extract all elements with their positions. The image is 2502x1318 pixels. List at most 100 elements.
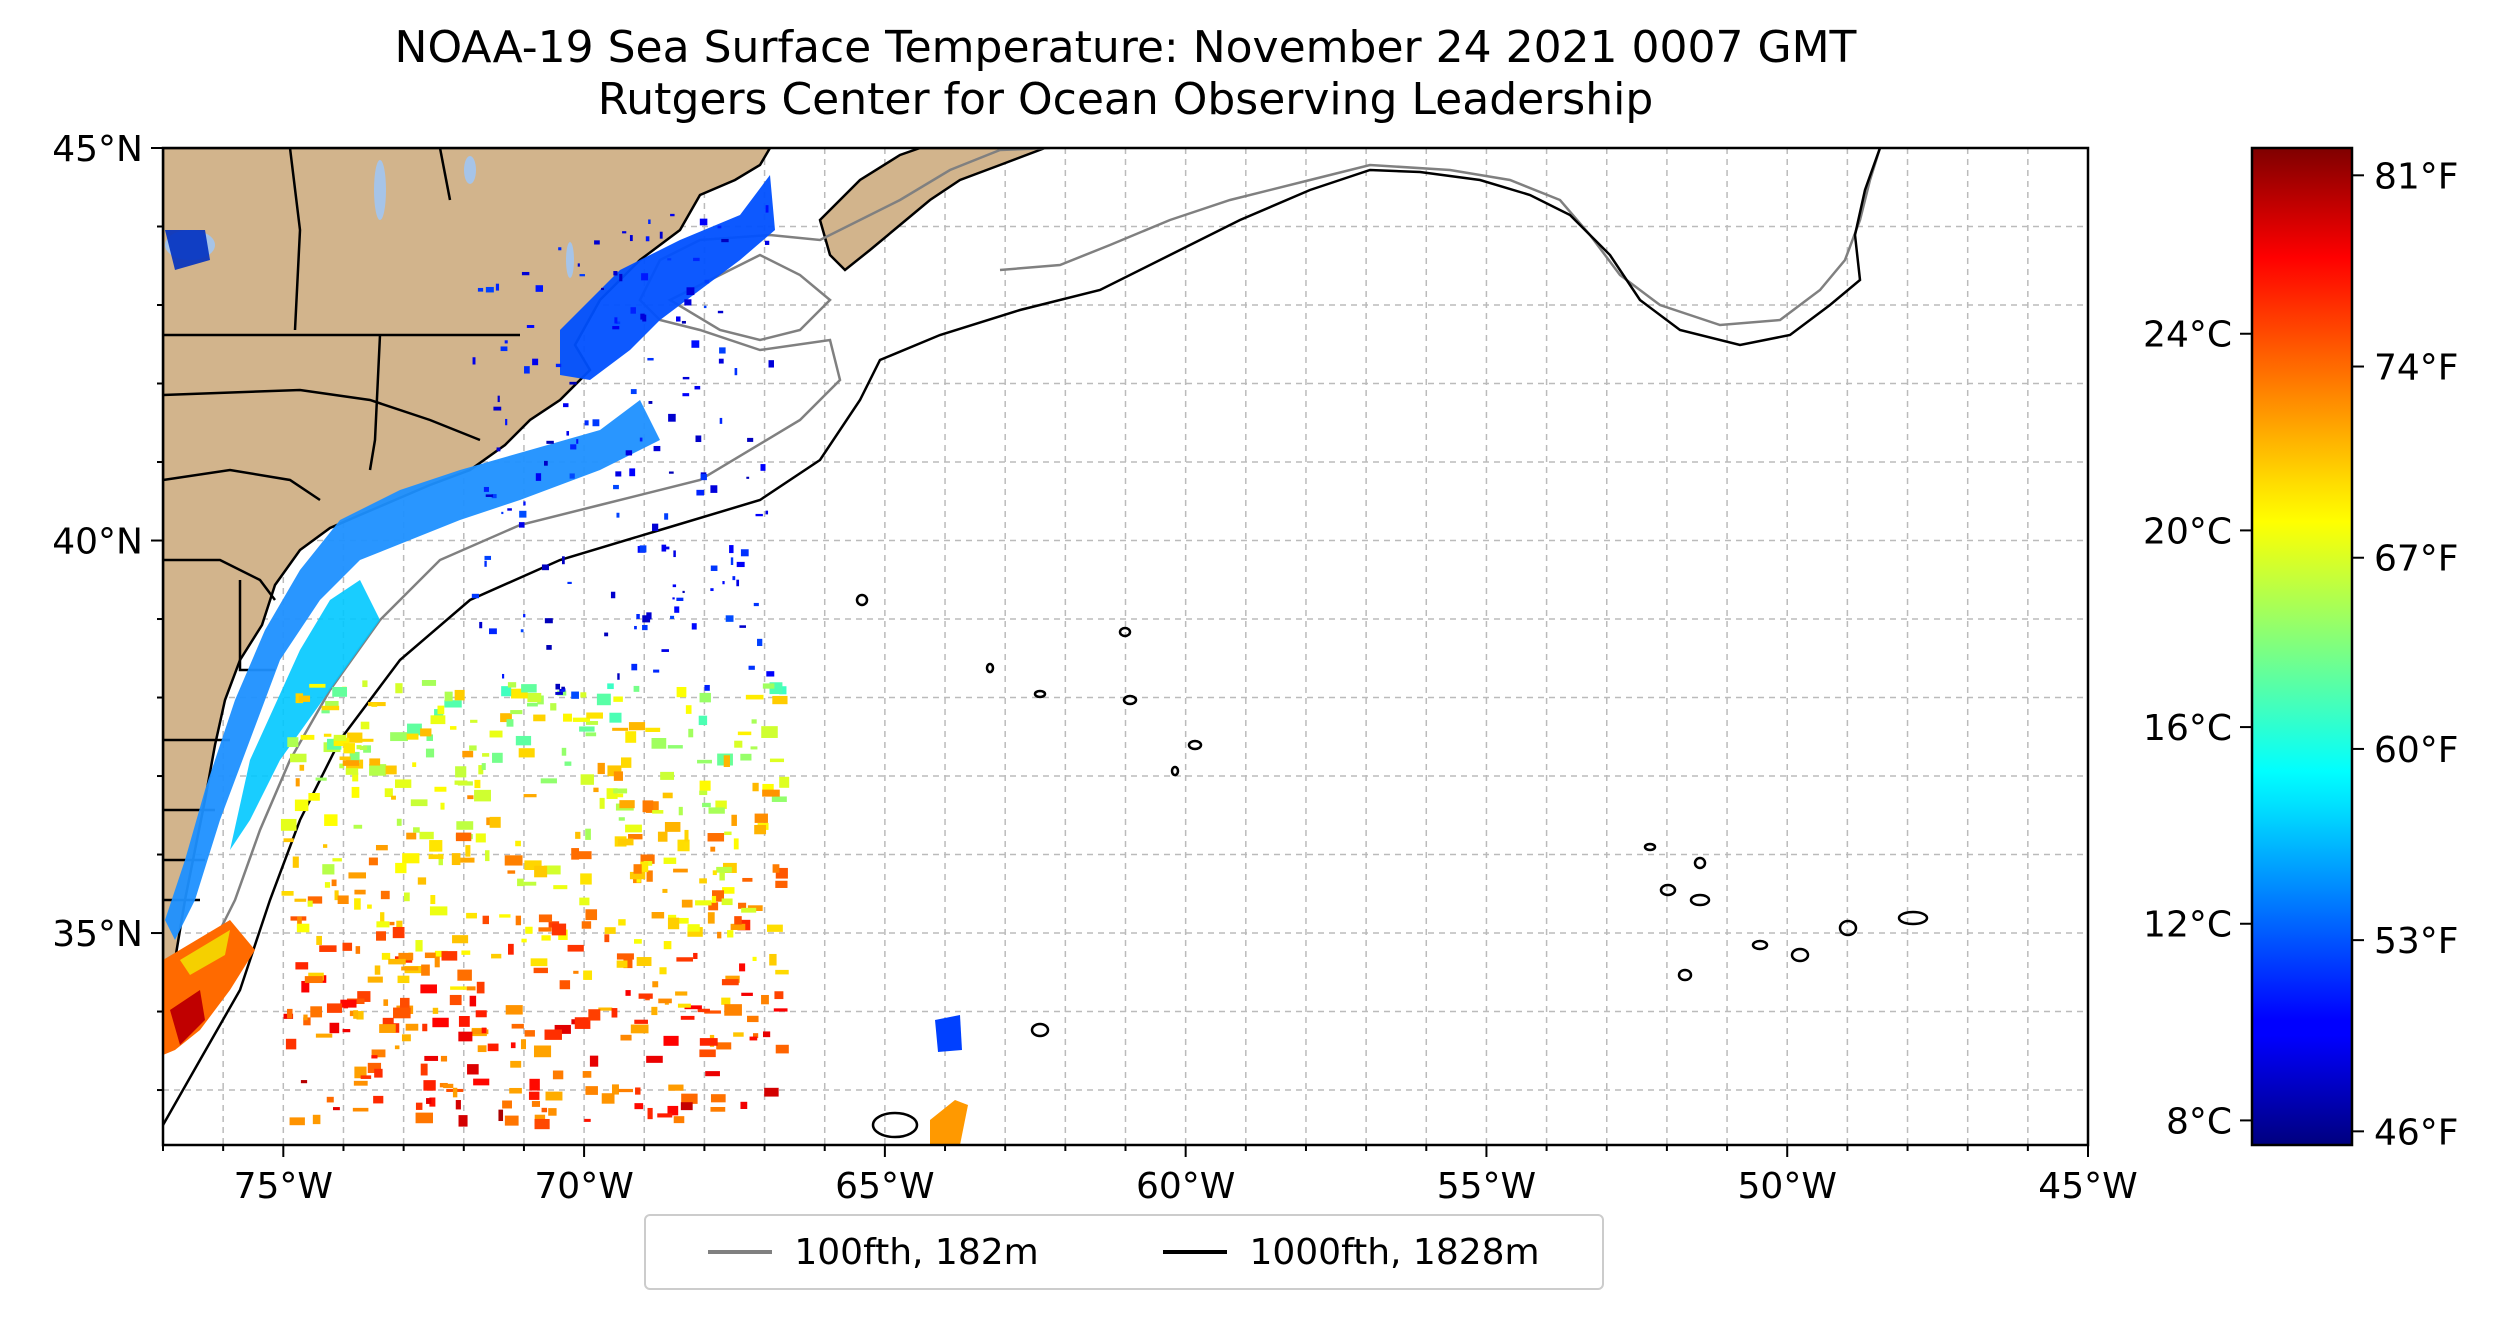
sst-pixel [393, 1007, 411, 1019]
sst-pixel [775, 969, 789, 975]
sst-pixel [742, 877, 753, 882]
sst-pixel [326, 1096, 334, 1103]
sst-pixel [298, 695, 311, 702]
sst-pixel [730, 923, 746, 930]
sst-pixel [484, 560, 487, 567]
sst-pixel [479, 621, 483, 629]
sst-pixel [653, 669, 660, 673]
sst-pixel [371, 702, 378, 707]
sst-pixel [599, 797, 605, 809]
sst-pixel [415, 1112, 433, 1124]
sst-pixel [585, 909, 598, 921]
sst-pixel [752, 956, 757, 962]
sst-pixel [766, 671, 775, 677]
sst-pixel [332, 858, 342, 862]
sst-pixel [617, 673, 620, 680]
sst-pixel [580, 873, 592, 885]
sst-pixel [737, 731, 752, 736]
sst-pixel [443, 1083, 454, 1089]
sst-pixel [646, 612, 652, 620]
sst-pixel [507, 682, 517, 688]
sst-pixel [292, 856, 299, 868]
sst-pixel [769, 758, 785, 763]
sst-pixel [502, 1100, 512, 1109]
sst-pixel [356, 1011, 364, 1020]
sst-pixel [673, 1116, 685, 1124]
sst-pixel [580, 774, 594, 785]
sst-pixel [575, 831, 581, 839]
sst-pixel [470, 719, 478, 723]
sst-pixel [312, 1114, 321, 1125]
sst-pixel [623, 956, 633, 969]
sst-pixel [725, 615, 734, 622]
sst-pixel [415, 940, 423, 952]
sst-pixel [723, 755, 730, 767]
sst-pixel [633, 864, 642, 874]
sst-pixel [546, 645, 552, 650]
sst-pixel [636, 613, 640, 619]
sst-pixel [483, 486, 489, 492]
sst-pixel [567, 944, 584, 952]
sst-pixel [686, 287, 695, 296]
sst-pixel [474, 789, 491, 802]
sst-pixel [561, 686, 565, 690]
sst-pixel [571, 848, 580, 860]
colorbar-f-tick-label: 46°F [2374, 1112, 2459, 1153]
colorbar-f-tick-label: 53°F [2374, 921, 2459, 962]
sst-pixel [342, 760, 360, 766]
map-legend: 100fth, 182m 1000fth, 1828m [644, 1214, 1604, 1290]
sst-pixel [762, 683, 775, 689]
sst-pixel [501, 686, 512, 697]
sst-pixel [631, 663, 638, 671]
sst-pixel [663, 857, 677, 864]
sst-pixel [717, 931, 722, 939]
sst-patch-small [930, 1015, 968, 1145]
sst-pixel [434, 950, 448, 958]
sst-pixel [734, 916, 742, 925]
sst-pixel [670, 213, 675, 217]
legend-item-100fth: 100fth, 182m [708, 1232, 1039, 1273]
sst-pixel [354, 1066, 367, 1079]
sst-pixel [430, 895, 436, 905]
sst-pixel [561, 688, 566, 692]
sst-pixel [354, 898, 361, 910]
sst-pixel [458, 1115, 468, 1127]
sst-pixel [424, 952, 436, 959]
sst-scattered-pixels [280, 205, 790, 1130]
sst-pixel [585, 721, 599, 725]
sst-pixel [676, 597, 684, 601]
sst-pixel [510, 1042, 516, 1049]
sst-pixel [616, 953, 634, 960]
sst-pixel [684, 299, 692, 306]
sst-pixel [550, 703, 557, 711]
sst-pixel [765, 205, 769, 213]
sst-pixel [648, 219, 651, 225]
sst-pixel [765, 510, 769, 515]
sst-pixel [485, 850, 490, 862]
y-tick-label: 40°N [52, 522, 143, 563]
sst-pixel [630, 1024, 649, 1034]
sst-pixel [708, 807, 725, 814]
sst-pixel [489, 816, 501, 828]
sst-pixel [662, 792, 673, 799]
sst-pixel [544, 865, 561, 875]
legend-item-1000fth: 1000fth, 1828m [1163, 1232, 1540, 1273]
sst-pixel [353, 824, 363, 829]
sst-pixel [382, 1017, 394, 1026]
sst-pixel [668, 413, 676, 422]
sst-pixel [499, 914, 511, 918]
sst-pixel [613, 484, 619, 490]
sst-pixel [374, 965, 381, 975]
sst-pixel [674, 917, 689, 924]
sst-pixel [287, 1008, 293, 1019]
sst-pixel [629, 235, 633, 242]
sst-pixel [661, 544, 667, 552]
sst-pixel [461, 950, 471, 955]
sst-pixel [697, 1008, 710, 1013]
sst-pixel [685, 705, 692, 714]
sst-pixel [646, 870, 653, 882]
sst-pixel [425, 748, 435, 758]
sst-pixel [533, 967, 548, 974]
colorbar-c-tick-label: 20°C [2143, 511, 2232, 552]
sst-pixel [523, 501, 526, 506]
